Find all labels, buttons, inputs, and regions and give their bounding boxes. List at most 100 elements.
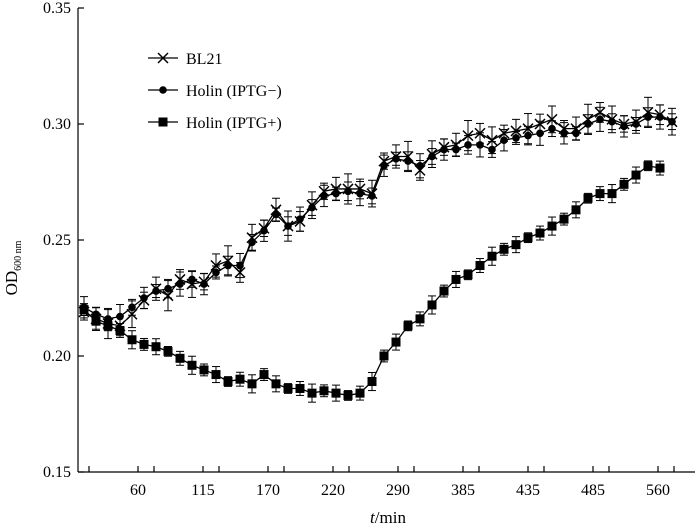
- square-marker: [583, 193, 593, 203]
- square-marker: [223, 377, 233, 387]
- x-tick-label: 560: [646, 482, 670, 499]
- circle-marker: [464, 141, 472, 149]
- square-marker: [103, 321, 113, 331]
- circle-marker: [344, 187, 352, 196]
- square-marker: [187, 360, 197, 370]
- circle-marker: [332, 189, 340, 198]
- square-marker: [367, 377, 377, 387]
- x-marker: [486, 134, 498, 146]
- square-marker: [271, 379, 281, 389]
- circle-marker: [488, 145, 496, 154]
- circle-marker: [416, 161, 424, 170]
- square-marker: [127, 335, 137, 345]
- y-tick-label: 0.15: [43, 464, 71, 481]
- square-marker: [391, 337, 401, 347]
- square-marker: [499, 244, 509, 254]
- square-marker: [415, 314, 425, 324]
- circle-marker: [560, 129, 568, 138]
- square-marker: [595, 189, 605, 199]
- square-marker: [451, 274, 461, 284]
- square-marker: [379, 351, 389, 361]
- square-marker: [559, 214, 569, 224]
- y-axis-ticks: 0.15 0.20 0.25 0.30 0.35: [43, 0, 84, 481]
- y-axis-title-main: OD: [2, 271, 21, 296]
- x-axis-ticks: 60 115 170 220 290 385 435 485 560: [88, 466, 675, 499]
- square-marker: [115, 325, 125, 335]
- circle-marker: [440, 145, 448, 154]
- square-marker: [79, 305, 89, 315]
- x-marker: [546, 113, 558, 125]
- circle-marker: [392, 155, 400, 163]
- square-marker: [571, 205, 581, 215]
- square-marker: [211, 370, 221, 380]
- square-marker: [355, 388, 365, 398]
- circle-marker: [248, 238, 256, 247]
- square-marker: [247, 379, 257, 389]
- legend-label: Holin (IPTG−): [186, 83, 282, 100]
- y-tick-label: 0.35: [43, 0, 71, 17]
- x-tick-label: 115: [191, 482, 214, 499]
- x-tick-label: 485: [581, 482, 605, 499]
- circle-marker: [428, 152, 436, 161]
- circle-marker: [452, 145, 460, 154]
- square-marker: [535, 228, 545, 238]
- circle-marker: [152, 287, 160, 295]
- chart-axes: [77, 8, 695, 473]
- x-tick-label: 435: [516, 482, 540, 499]
- x-tick-label: 220: [321, 482, 345, 499]
- square-marker: [655, 163, 665, 173]
- circle-marker: [380, 161, 388, 170]
- square-marker: [259, 370, 269, 380]
- circle-marker: [236, 261, 244, 270]
- square-marker: [607, 189, 617, 199]
- circle-marker: [200, 280, 208, 288]
- circle-marker: [356, 189, 364, 198]
- square-marker: [643, 161, 653, 171]
- square-marker: [139, 339, 149, 349]
- series-square: [79, 160, 665, 403]
- square-marker: [403, 321, 413, 331]
- legend: BL21 Holin (IPTG−) Holin (IPTG+): [148, 51, 282, 132]
- square-marker: [307, 388, 317, 398]
- circle-marker: [272, 210, 280, 219]
- circle-marker: [620, 122, 628, 131]
- y-tick-label: 0.30: [43, 116, 71, 133]
- y-axis-title: OD600 nm: [2, 240, 24, 295]
- circle-marker: [656, 113, 664, 121]
- legend-label: Holin (IPTG+): [186, 115, 282, 132]
- circle-marker: [116, 312, 124, 321]
- square-marker: [439, 286, 449, 296]
- circle-marker: [632, 120, 640, 128]
- circle-marker: [572, 129, 580, 138]
- circle-marker: [404, 157, 412, 165]
- circle-marker: [548, 124, 556, 133]
- circle-marker: [308, 203, 316, 212]
- x-marker: [157, 52, 169, 64]
- series-line: [83, 116, 673, 320]
- circle-marker: [668, 117, 676, 126]
- circle-marker: [500, 136, 508, 145]
- circle-marker: [176, 280, 184, 288]
- square-marker: [331, 388, 341, 398]
- x-axis-title-unit: /min: [375, 508, 407, 527]
- x-axis-title: t/min: [370, 508, 406, 527]
- circle-marker: [368, 192, 376, 200]
- square-marker: [523, 233, 533, 243]
- x-tick-label: 170: [256, 482, 280, 499]
- circle-marker: [644, 113, 652, 121]
- circle-marker: [536, 129, 544, 138]
- square-marker: [163, 346, 173, 356]
- square-marker: [631, 170, 641, 180]
- square-marker: [235, 374, 245, 384]
- circle-marker: [512, 134, 520, 142]
- square-marker: [547, 221, 557, 231]
- square-marker: [463, 270, 473, 280]
- x-tick-label: 385: [451, 482, 475, 499]
- square-marker: [619, 179, 629, 189]
- x-tick-label: 60: [130, 482, 146, 499]
- square-marker: [283, 383, 293, 393]
- circle-marker: [596, 115, 604, 124]
- circle-marker: [296, 215, 304, 223]
- y-tick-label: 0.20: [43, 348, 71, 365]
